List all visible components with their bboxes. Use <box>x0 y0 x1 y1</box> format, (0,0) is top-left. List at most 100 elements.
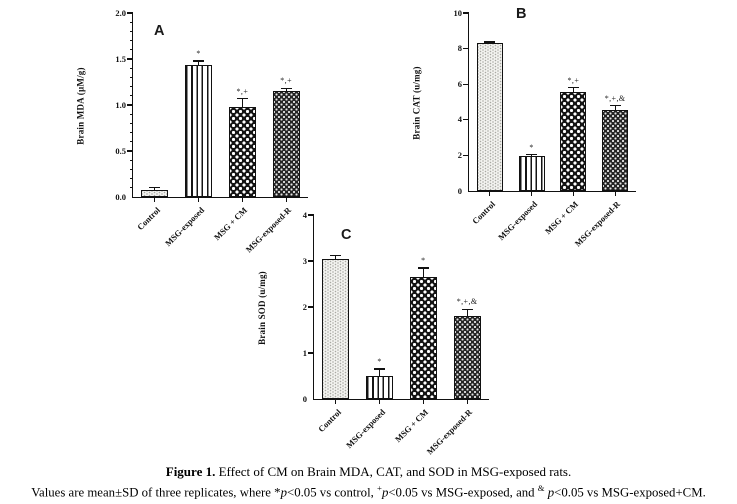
y-minor-tick <box>129 40 133 42</box>
y-minor-tick <box>129 178 133 180</box>
y-minor-tick <box>129 86 133 88</box>
significance-annotation-msg-cm: * <box>421 255 426 265</box>
y-axis-title-mda: Brain MDA (µM/g) <box>72 13 90 198</box>
x-tick-msg-cm <box>241 197 243 202</box>
panel-b-bar-chart: Brain CAT (u/mg) B 0 2 4 6 8 10 Control * MSG-ex… <box>412 6 636 248</box>
error-bar-msg-cm <box>572 87 574 93</box>
significance-annotation-msg-exposed: * <box>196 48 201 58</box>
y-tick-label: 8 <box>457 43 462 54</box>
error-bar-control <box>154 187 156 190</box>
figure-caption: Figure 1. Effect of CM on Brain MDA, CAT… <box>0 464 737 501</box>
x-tick-control <box>335 399 337 404</box>
error-bar-cap-msg-exposed-r <box>609 104 621 107</box>
caption-text-segment: <0.05 vs MSG-exposed, and <box>388 485 538 500</box>
error-bar-msg-exposed <box>198 60 200 66</box>
x-tick-msg-exposed-r <box>285 197 287 202</box>
figure-caption-note: Values are mean±SD of three replicates, … <box>0 480 737 501</box>
caption-text-segment: p <box>280 485 287 500</box>
error-bar-msg-exposed-r <box>614 105 616 110</box>
error-bar-cap-msg-exposed-r <box>280 87 292 90</box>
y-major-tick <box>308 306 314 308</box>
significance-annotation-msg-exposed-r: *,+ <box>280 76 292 86</box>
y-minor-tick <box>129 67 133 69</box>
bar-msg-exposed-r <box>602 110 629 191</box>
caption-text-segment: p <box>381 485 389 500</box>
y-minor-tick <box>129 132 133 134</box>
caption-text-segment: & <box>537 483 545 493</box>
y-major-tick <box>308 260 314 262</box>
bar-msg-exposed-r <box>453 316 481 399</box>
figure-caption-title: Figure 1. Effect of CM on Brain MDA, CAT… <box>0 464 737 480</box>
significance-annotation-msg-cm: *,+ <box>567 75 580 85</box>
caption-text-segment: Effect of CM on Brain MDA, CAT, and SOD … <box>215 464 572 479</box>
y-tick-label: 1 <box>302 347 307 358</box>
error-bar-cap-control <box>484 41 496 43</box>
bar-msg-cm <box>560 92 587 191</box>
x-tick-msg-exposed <box>531 191 533 196</box>
y-axis-title-sod: Brain SOD (u/mg) <box>253 215 271 400</box>
bar-control <box>476 43 503 191</box>
y-tick-label: 3 <box>302 255 307 266</box>
y-tick-label: 2 <box>457 149 462 160</box>
y-tick-label: 0.0 <box>115 191 126 202</box>
error-bar-msg-exposed-r <box>285 88 287 92</box>
y-tick-label: 1.5 <box>115 53 126 64</box>
x-tick-msg-exposed <box>379 399 381 404</box>
y-tick-label: 4 <box>457 114 462 125</box>
significance-annotation-msg-exposed: * <box>529 142 534 152</box>
x-tick-msg-cm <box>572 191 574 196</box>
bar-control <box>141 189 169 197</box>
caption-text-segment: + <box>377 483 382 493</box>
bar-msg-cm <box>409 277 437 399</box>
error-bar-cap-msg-exposed-r <box>461 308 473 310</box>
y-minor-tick <box>129 30 133 32</box>
plot-area-a: 0.0 0.5 1.0 1.5 2.0 Control * MSG-exposed *,+ MSG… <box>115 8 308 254</box>
error-bar-cap-control <box>149 187 161 189</box>
y-tick-label: 0 <box>457 185 462 196</box>
panel-c-bar-chart: Brain SOD (u/mg) C 0 1 2 3 4 Control * MSG-expo… <box>257 210 489 456</box>
caption-text-segment: Values are mean±SD of three replicates, … <box>31 485 281 500</box>
y-minor-tick <box>129 141 133 143</box>
y-tick-label: 1.0 <box>115 99 126 110</box>
significance-annotation-msg-cm: *,+ <box>236 86 249 96</box>
y-tick-label: 2.0 <box>115 7 126 18</box>
y-major-tick <box>127 104 133 106</box>
y-minor-tick <box>129 95 133 97</box>
panel-a-bar-chart: Brain MDA (µM/g) A 0.0 0.5 1.0 1.5 2.0 Contro… <box>76 8 308 254</box>
y-tick-label: 10 <box>453 7 463 18</box>
y-major-tick <box>463 48 469 50</box>
significance-annotation-msg-exposed-r: *,+,& <box>604 93 626 103</box>
x-tick-msg-exposed-r <box>466 399 468 404</box>
x-tick-msg-exposed-r <box>614 191 616 196</box>
y-major-tick <box>127 58 133 60</box>
panel-letter-b: B <box>516 6 527 22</box>
x-tick-label-msg-exposed: MSG-exposed <box>162 205 206 249</box>
bar-msg-exposed <box>518 156 545 191</box>
error-bar-msg-exposed <box>379 369 381 376</box>
significance-annotation-msg-exposed: * <box>377 357 382 367</box>
caption-text-segment: Figure 1. <box>165 464 216 479</box>
y-minor-tick <box>129 168 133 170</box>
plot-area-b: 0 2 4 6 8 10 Control * MSG-exposed *,+ MSG + CM *,+… <box>454 8 636 248</box>
y-major-tick <box>463 119 469 121</box>
y-major-tick <box>463 154 469 156</box>
y-axis-title-text: Brain MDA (µM/g) <box>76 66 87 145</box>
error-bar-cap-msg-cm <box>417 267 429 269</box>
x-tick-control <box>489 191 491 196</box>
y-major-tick <box>127 150 133 152</box>
y-tick-label: 0.5 <box>115 145 126 156</box>
error-bar-msg-cm <box>241 98 243 107</box>
y-tick-label: 0 <box>302 393 307 404</box>
y-major-tick <box>308 214 314 216</box>
y-major-tick <box>127 12 133 14</box>
x-tick-label-msg-cm: MSG + CM <box>543 199 581 237</box>
y-tick-label: 4 <box>302 209 307 220</box>
y-minor-tick <box>129 122 133 124</box>
bar-msg-cm <box>228 106 256 197</box>
y-minor-tick <box>129 159 133 161</box>
y-axis-title-text: Brain SOD (u/mg) <box>257 270 267 345</box>
bar-msg-exposed <box>366 376 394 399</box>
error-bar-cap-msg-exposed <box>526 153 538 156</box>
y-major-tick <box>463 12 469 14</box>
